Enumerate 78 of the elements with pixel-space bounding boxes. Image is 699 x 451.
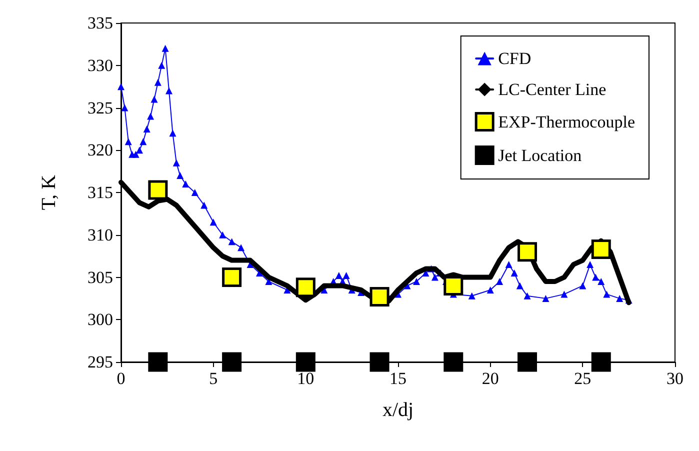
point — [370, 352, 390, 372]
point — [516, 282, 524, 290]
point — [222, 352, 242, 372]
point — [118, 83, 124, 90]
point — [444, 276, 464, 296]
y-tick-label: 315 — [88, 183, 113, 202]
x-tick-label: 15 — [390, 369, 406, 388]
point — [158, 62, 166, 69]
point — [228, 238, 236, 246]
legend-label: EXP-Thermocouple — [498, 112, 635, 132]
point — [150, 96, 158, 103]
point — [603, 290, 610, 298]
point — [560, 290, 568, 298]
x-tick-label: 5 — [209, 369, 218, 388]
point — [579, 282, 586, 290]
point — [121, 104, 128, 112]
point — [238, 244, 245, 252]
point — [335, 272, 342, 280]
point — [191, 189, 198, 196]
point — [172, 159, 180, 166]
point — [342, 272, 350, 280]
point — [148, 180, 168, 200]
point — [370, 286, 390, 306]
point — [510, 270, 518, 277]
point — [166, 87, 173, 94]
legend-label: Jet Location — [498, 146, 582, 165]
point — [162, 44, 169, 52]
point — [444, 352, 464, 372]
point — [147, 112, 154, 120]
point — [140, 138, 147, 146]
point — [296, 278, 316, 298]
point — [496, 278, 504, 285]
point — [154, 78, 162, 86]
y-axis-title: T, K — [38, 174, 60, 210]
y-tick-label: 295 — [88, 352, 113, 372]
x-tick-label: 10 — [297, 369, 314, 388]
y-tick-label: 325 — [88, 98, 113, 118]
point — [182, 180, 190, 188]
point — [518, 242, 538, 262]
point — [169, 130, 176, 137]
point — [518, 352, 538, 372]
point — [200, 202, 208, 209]
y-tick-label: 300 — [88, 310, 113, 330]
point — [143, 125, 150, 132]
point — [592, 274, 600, 281]
point — [176, 172, 184, 180]
point — [542, 294, 550, 302]
point — [124, 138, 132, 146]
point — [222, 268, 242, 287]
legend-label: LC-Center Line — [498, 80, 606, 99]
point — [468, 292, 476, 300]
point — [412, 278, 420, 285]
point — [210, 218, 217, 226]
point — [591, 352, 611, 372]
y-tick-label: 330 — [88, 56, 113, 75]
point — [296, 352, 316, 372]
y-tick-label: 335 — [88, 14, 113, 32]
point — [219, 231, 226, 238]
x-tick-label: 0 — [116, 369, 126, 388]
x-tick-label: 20 — [482, 369, 499, 388]
y-tick-label: 320 — [88, 140, 113, 160]
point — [524, 292, 531, 300]
point — [148, 352, 168, 372]
point — [505, 261, 512, 268]
x-tick-label: 25 — [574, 369, 592, 388]
point — [616, 294, 624, 302]
x-axis-title: x/dj — [382, 399, 414, 421]
y-tick-label: 310 — [88, 225, 113, 244]
x-tick-label: 30 — [666, 369, 684, 388]
point — [132, 150, 140, 158]
point — [136, 146, 143, 154]
point — [598, 278, 605, 285]
point — [486, 286, 494, 294]
legend-label: CFD — [498, 49, 532, 68]
point — [591, 240, 611, 260]
point — [586, 261, 594, 268]
y-tick-label: 305 — [88, 268, 113, 287]
point — [431, 274, 438, 281]
